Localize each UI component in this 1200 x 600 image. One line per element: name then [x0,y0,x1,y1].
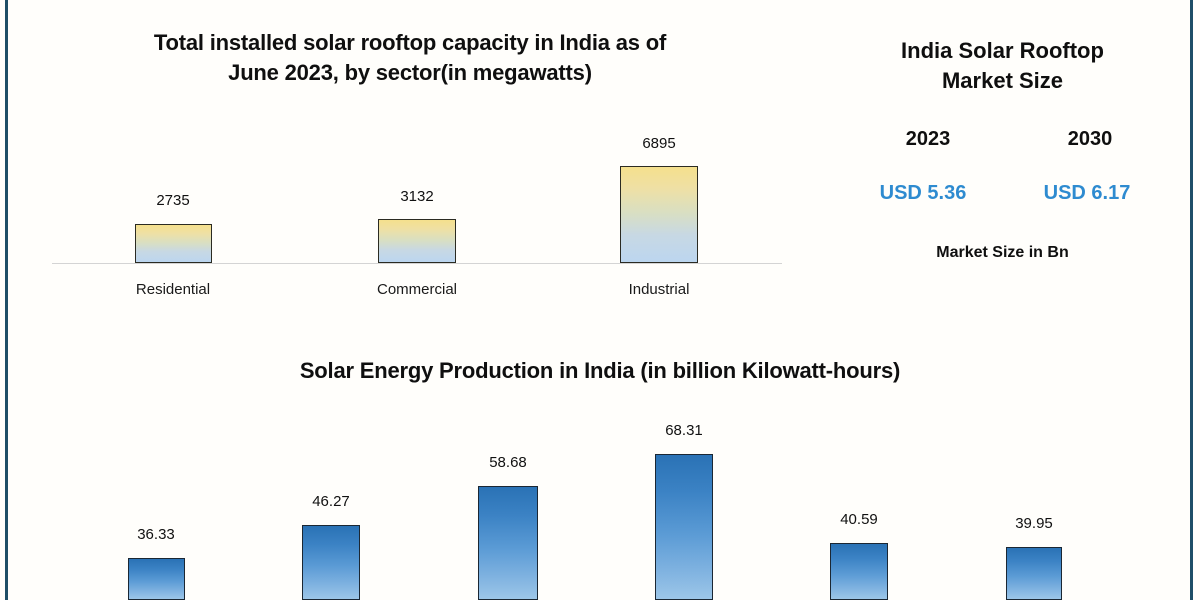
left-border-rule [5,0,8,600]
category-label-industrial: Industrial [628,281,690,298]
production-bar-4 [655,454,713,600]
production-bar-value-4: 68.31 [665,422,703,439]
market-size-value-2030: USD 6.17 [1043,182,1131,204]
right-border-rule [1190,0,1193,600]
production-bar-value-2: 46.27 [312,493,350,510]
market-size-footnote: Market Size in Bn [936,244,1069,261]
rooftop-capacity-baseline-axis [52,263,782,264]
rooftop-capacity-chart-panel: Total installed solar rooftop capacity i… [0,0,810,320]
production-bar-6 [1006,547,1062,600]
market-size-title-line1: India Solar Rooftop [901,38,1104,63]
market-size-panel: India Solar Rooftop Market Size 2023 203… [815,0,1190,320]
market-size-title-line2: Market Size [941,67,1064,93]
production-bar-value-6: 39.95 [1015,515,1053,532]
production-bar-2 [302,525,360,600]
production-bar-value-1: 36.33 [137,526,175,543]
production-bar-3 [478,486,538,600]
category-label-residential: Residential [135,281,211,298]
rooftop-capacity-chart-title-line1: Total installed solar rooftop capacity i… [153,30,667,55]
bar-value-commercial: 3132 [400,188,434,205]
bar-industrial [620,166,698,263]
solar-production-chart-panel: Solar Energy Production in India (in bil… [0,330,1200,600]
rooftop-capacity-chart-title-line2: June 2023, by sector(in megawatts) [228,59,592,85]
market-size-value-2023: USD 5.36 [879,182,967,204]
bar-value-industrial: 6895 [642,135,676,152]
production-bar-value-5: 40.59 [840,511,878,528]
bar-residential [135,224,212,263]
production-bar-5 [830,543,888,600]
bar-commercial [378,219,456,263]
production-bar-1 [128,558,185,600]
market-size-year-2030: 2030 [1067,128,1113,150]
bar-value-residential: 2735 [156,192,190,209]
category-label-commercial: Commercial [376,281,457,298]
solar-production-chart-title: Solar Energy Production in India (in bil… [299,358,901,383]
production-bar-value-3: 58.68 [489,454,527,471]
market-size-year-2023: 2023 [905,128,951,150]
rooftop-capacity-chart-title: Total installed solar rooftop capacity i… [60,28,760,87]
market-size-title: India Solar Rooftop Market Size [815,36,1190,95]
